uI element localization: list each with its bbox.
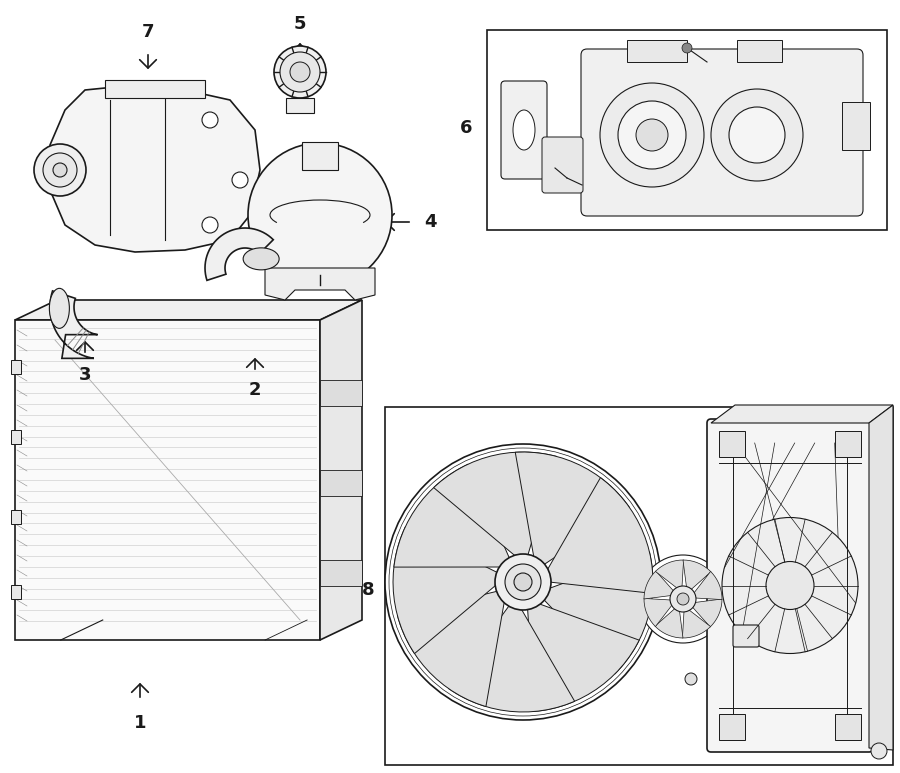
Polygon shape [655,560,684,588]
Circle shape [389,448,657,716]
Circle shape [290,62,310,82]
Circle shape [274,46,326,98]
FancyBboxPatch shape [733,625,759,647]
Polygon shape [692,599,722,627]
Circle shape [670,586,696,612]
Circle shape [766,561,814,609]
Bar [302,142,338,170]
Ellipse shape [243,248,279,270]
Circle shape [505,564,541,600]
Polygon shape [320,300,362,640]
Polygon shape [15,300,362,320]
Bar [11,430,21,444]
Text: 1: 1 [134,714,147,732]
Text: 3: 3 [79,366,91,384]
Polygon shape [655,608,683,638]
Bar [719,714,745,740]
Polygon shape [50,85,260,252]
Circle shape [280,52,320,92]
Circle shape [514,573,532,591]
Polygon shape [682,610,711,638]
Polygon shape [265,268,375,300]
FancyBboxPatch shape [542,137,583,193]
Bar [487,30,887,230]
Polygon shape [434,452,557,555]
FancyBboxPatch shape [707,419,873,752]
Bar [842,102,870,150]
Text: 7: 7 [142,23,154,41]
Ellipse shape [50,288,69,329]
Circle shape [636,119,668,151]
FancyBboxPatch shape [501,81,547,179]
Polygon shape [448,606,575,712]
Circle shape [677,593,689,605]
Polygon shape [393,527,497,654]
Circle shape [618,101,686,169]
Bar [627,40,687,62]
Bar [320,470,362,496]
Ellipse shape [513,110,535,150]
Bar [11,510,21,524]
Bar [320,380,362,406]
Polygon shape [516,452,629,564]
Polygon shape [694,571,722,600]
Circle shape [202,217,218,233]
Bar [385,407,893,765]
Circle shape [202,112,218,128]
Ellipse shape [34,144,86,196]
Text: 2: 2 [248,381,261,399]
Circle shape [385,444,661,720]
Polygon shape [50,291,97,359]
Bar [11,360,21,374]
Bar [737,40,782,62]
Bar [835,714,861,740]
Circle shape [232,172,248,188]
Bar [320,560,362,586]
Circle shape [495,554,551,610]
Bar [835,431,861,457]
Text: 4: 4 [424,213,436,231]
Polygon shape [683,560,711,590]
Polygon shape [398,591,504,707]
FancyBboxPatch shape [581,49,863,216]
Ellipse shape [53,163,67,177]
Polygon shape [869,405,893,750]
Bar [286,98,314,113]
Bar [15,320,320,640]
Circle shape [682,43,692,53]
Text: 5: 5 [293,15,306,33]
Bar [719,431,745,457]
Circle shape [248,143,392,287]
Polygon shape [644,571,674,599]
Polygon shape [548,478,653,594]
Circle shape [639,555,727,643]
Text: 8: 8 [362,581,374,599]
Circle shape [722,517,858,653]
Circle shape [600,83,704,187]
Bar [11,585,21,599]
Polygon shape [205,228,274,281]
Circle shape [871,743,887,759]
Polygon shape [711,405,893,423]
Circle shape [711,89,803,181]
Polygon shape [644,598,672,627]
Bar [105,80,205,98]
Circle shape [729,107,785,163]
Polygon shape [527,604,639,711]
Polygon shape [544,552,653,674]
Text: 6: 6 [460,119,473,137]
Ellipse shape [43,153,77,187]
Polygon shape [394,464,509,567]
Circle shape [685,673,697,685]
